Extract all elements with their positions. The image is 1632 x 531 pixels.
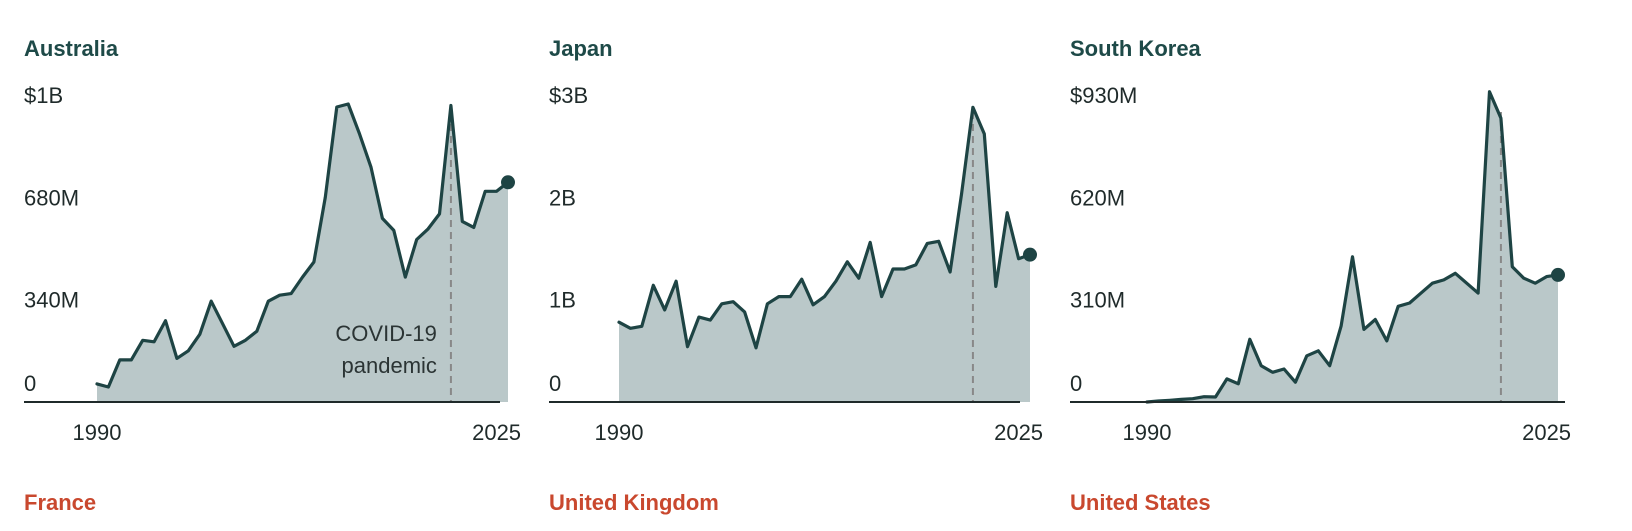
x-tick-label: 2025 xyxy=(472,420,521,445)
x-tick-label: 2025 xyxy=(1522,420,1571,445)
covid-annotation-line2: pandemic xyxy=(342,353,437,378)
next-row-titles: France United Kingdom United States xyxy=(24,490,1211,515)
x-tick-label: 2025 xyxy=(994,420,1043,445)
next-chart-title: United States xyxy=(1070,490,1211,515)
y-tick-label: $1B xyxy=(24,83,63,108)
latest-value-dot xyxy=(1023,247,1037,262)
y-tick-label: 1B xyxy=(549,288,576,313)
x-tick-label: 1990 xyxy=(73,420,122,445)
latest-value-dot xyxy=(1551,267,1565,282)
series-line xyxy=(1145,90,1560,404)
chart-panel-south-korea: South Korea 0 310M 620M $930M 1990 2025 xyxy=(1070,36,1571,445)
y-tick-label: 0 xyxy=(549,371,561,396)
area-fill xyxy=(619,107,1030,403)
x-tick-label: 1990 xyxy=(595,420,644,445)
y-tick-label: 2B xyxy=(549,185,576,210)
next-chart-title: United Kingdom xyxy=(549,490,719,515)
y-tick-label: 310M xyxy=(1070,288,1125,313)
y-tick-label: 0 xyxy=(1070,371,1082,396)
y-tick-label: 0 xyxy=(24,371,36,396)
latest-value-dot xyxy=(501,175,515,190)
y-tick-label: 620M xyxy=(1070,185,1125,210)
area-fill xyxy=(1147,91,1558,402)
y-tick-label: 340M xyxy=(24,288,79,313)
y-tick-label: 680M xyxy=(24,185,79,210)
chart-title: Japan xyxy=(549,36,613,61)
series-line xyxy=(95,102,510,389)
x-tick-label: 1990 xyxy=(1123,420,1172,445)
covid-annotation-line1: COVID-19 xyxy=(335,321,436,346)
chart-title: Australia xyxy=(24,36,119,61)
y-tick-label: $3B xyxy=(549,83,588,108)
y-tick-label: $930M xyxy=(1070,83,1137,108)
next-chart-title: France xyxy=(24,490,96,515)
area-fill xyxy=(97,104,508,402)
chart-panel-australia: Australia 0 340M 680M $1B 1990 2025 COVID-19 pan… xyxy=(24,36,521,445)
chart-panel-japan: Japan 0 1B 2B $3B 1990 2025 xyxy=(549,36,1043,445)
series-line xyxy=(617,105,1032,350)
chart-title: South Korea xyxy=(1070,36,1202,61)
